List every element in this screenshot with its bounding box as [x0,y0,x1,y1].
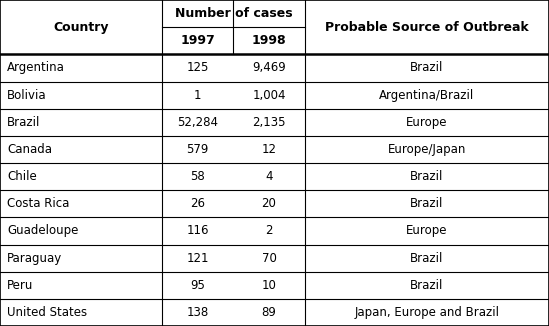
Text: Peru: Peru [7,279,33,292]
Text: 70: 70 [261,252,277,265]
Text: Argentina/Brazil: Argentina/Brazil [379,89,474,102]
Text: 579: 579 [187,143,209,156]
Text: 121: 121 [187,252,209,265]
Text: Country: Country [53,21,109,34]
Text: 26: 26 [190,197,205,210]
Text: Brazil: Brazil [410,61,444,74]
Text: Europe: Europe [406,116,447,129]
Text: 20: 20 [261,197,277,210]
Text: 116: 116 [187,224,209,237]
Text: Brazil: Brazil [410,197,444,210]
Text: 1997: 1997 [180,34,215,47]
Text: Canada: Canada [7,143,52,156]
Text: 10: 10 [261,279,277,292]
Text: 1: 1 [194,89,201,102]
Text: Costa Rica: Costa Rica [7,197,70,210]
Text: Chile: Chile [7,170,37,183]
Text: Bolivia: Bolivia [7,89,47,102]
Text: 9,469: 9,469 [252,61,286,74]
Text: Argentina: Argentina [7,61,65,74]
Text: United States: United States [7,306,87,319]
Text: Number of cases: Number of cases [175,7,292,20]
Text: 1,004: 1,004 [252,89,286,102]
Text: 2,135: 2,135 [252,116,286,129]
Text: 138: 138 [187,306,209,319]
Text: 4: 4 [265,170,273,183]
Text: Brazil: Brazil [410,279,444,292]
Text: Probable Source of Outbreak: Probable Source of Outbreak [325,21,529,34]
Text: Europe/Japan: Europe/Japan [388,143,466,156]
Text: Brazil: Brazil [410,170,444,183]
Text: 95: 95 [190,279,205,292]
Text: Brazil: Brazil [410,252,444,265]
Text: Japan, Europe and Brazil: Japan, Europe and Brazil [354,306,500,319]
Text: Guadeloupe: Guadeloupe [7,224,79,237]
Text: 89: 89 [261,306,277,319]
Text: Europe: Europe [406,224,447,237]
Text: 2: 2 [265,224,273,237]
Text: Brazil: Brazil [7,116,41,129]
Text: 1998: 1998 [251,34,287,47]
Text: Paraguay: Paraguay [7,252,63,265]
Text: 12: 12 [261,143,277,156]
Text: 58: 58 [191,170,205,183]
Text: 125: 125 [187,61,209,74]
Text: 52,284: 52,284 [177,116,218,129]
